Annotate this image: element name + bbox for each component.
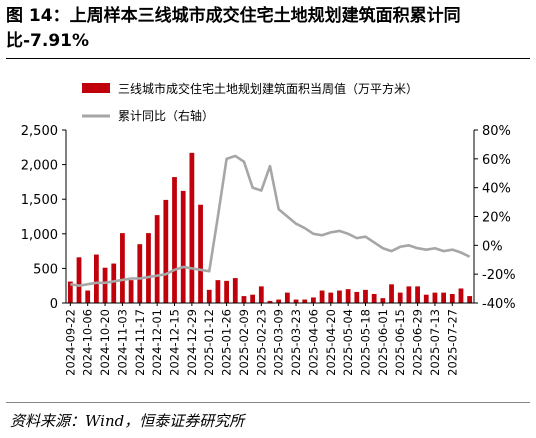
x-tick-label-6: 2024-12-15 [168,309,182,376]
bar-34 [363,289,368,303]
bar-12 [172,177,177,303]
title-rule [6,58,530,59]
left-tick-label-4: 2,000 [21,159,58,174]
bar-3 [94,254,99,303]
bar-25 [284,292,290,303]
x-tick-label-15: 2025-04-20 [324,309,338,376]
bar-10 [154,215,160,303]
left-tick-label-3: 1,500 [21,193,58,208]
legend-label-line: 累计同比（右轴） [118,108,214,123]
bar-29 [319,290,325,303]
x-tick-label-21: 2025-07-13 [428,309,442,376]
right-tick-label-0: -40% [482,297,516,312]
bar-18 [224,280,229,303]
bar-7 [128,280,134,303]
source-note: 资料来源：Wind，恒泰证券研究所 [10,412,245,430]
right-tick-label-2: 0% [482,239,503,254]
bar-17 [215,280,221,303]
axes: 0 500 1,000 1,500 2,000 2,500 -40% -20% 0% 20% 40%… [21,124,516,376]
bar-9 [146,233,151,303]
bar-36 [380,298,386,303]
legend-label-bar: 三线城市成交住宅土地规划建筑面积当周值（万平方米） [118,81,418,96]
x-tick-label-4: 2024-11-17 [133,309,147,376]
left-tick-label-2: 1,000 [21,228,58,243]
bar-20 [241,296,247,303]
x-tick-label-7: 2024-12-29 [185,309,199,376]
x-tick-label-9: 2025-01-26 [220,309,234,376]
x-tick-label-12: 2025-03-09 [272,309,286,376]
source-rule [6,402,530,403]
bar-42 [432,292,438,303]
bar-27 [302,299,308,303]
x-tick-label-3: 2024-11-03 [115,309,129,376]
right-tick-label-4: 40% [482,182,511,197]
bar-43 [441,292,446,303]
bar-8 [137,244,143,303]
bar-16 [206,289,212,303]
bar-15 [198,204,203,303]
x-tick-label-10: 2025-02-09 [237,309,251,376]
bar-23 [267,300,273,303]
bar-24 [276,299,282,303]
bar-44 [449,294,455,303]
bar-series [67,152,473,303]
x-tick-label-2: 2024-10-20 [98,309,112,376]
right-tick-label-1: -20% [482,268,516,283]
x-tick-label-20: 2025-06-29 [411,309,425,376]
x-tick-label-11: 2025-02-23 [254,309,268,376]
bar-32 [345,289,351,303]
bar-45 [458,288,464,303]
right-tick-label-5: 60% [482,153,511,168]
bar-5 [111,263,117,303]
x-tick-label-0: 2024-09-22 [63,309,77,376]
bar-11 [163,199,169,303]
bar-41 [423,294,429,303]
bar-46 [467,296,473,303]
bar-0 [67,281,73,303]
bar-14 [189,152,195,303]
bar-21 [250,294,256,303]
x-tick-label-22: 2025-07-27 [445,309,459,376]
bar-6 [120,233,125,303]
x-tick-label-13: 2025-03-23 [289,309,303,376]
x-tick-label-1: 2024-10-06 [81,309,95,376]
chart: 三线城市成交住宅土地规划建筑面积当周值（万平方米） 累计同比（右轴） 0 500 1,… [21,81,516,376]
bar-13 [180,190,186,303]
x-tick-label-19: 2025-06-15 [393,309,407,376]
bar-30 [328,292,334,303]
x-tick-label-17: 2025-05-18 [358,309,372,376]
bar-31 [337,290,342,303]
bar-38 [397,292,403,303]
bar-26 [293,299,299,303]
bar-40 [415,286,420,303]
bar-33 [354,291,360,303]
left-tick-label-5: 2,500 [21,124,58,139]
bar-1 [76,257,82,303]
x-tick-label-18: 2025-06-01 [376,309,390,376]
right-tick-label-3: 20% [482,211,511,226]
bar-35 [371,294,377,303]
x-tick-label-14: 2025-04-06 [306,309,320,376]
bar-4 [102,267,108,303]
left-tick-label-1: 500 [33,262,58,277]
legend-swatch-bar [82,83,110,93]
chart-title: 图 14：上周样本三线城市成交住宅土地规划建筑面积累计同比-7.91% [6,6,461,51]
bar-19 [232,278,238,303]
cumulative-yoy-line [70,154,471,288]
bar-28 [311,297,316,303]
x-tick-label-5: 2024-12-01 [150,309,164,376]
legend: 三线城市成交住宅土地规划建筑面积当周值（万平方米） 累计同比（右轴） [82,81,418,123]
bar-39 [406,286,412,303]
x-tick-label-16: 2025-05-04 [341,309,355,376]
bar-2 [85,290,91,303]
line-series [70,154,471,288]
bar-22 [258,286,264,303]
right-tick-label-6: 80% [482,124,511,139]
bar-37 [389,284,394,303]
x-tick-label-8: 2025-01-12 [202,309,216,376]
left-tick-label-0: 0 [50,297,58,312]
